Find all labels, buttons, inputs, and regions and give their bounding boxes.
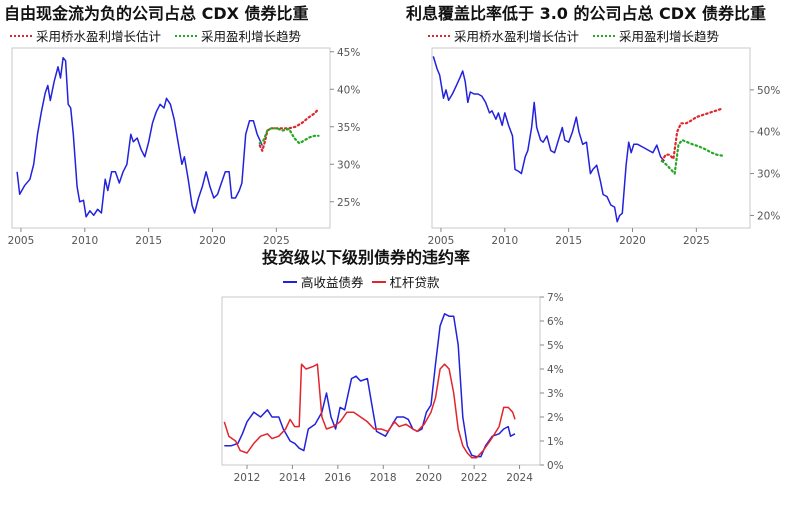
chart1-y-tick-label: 25%: [337, 197, 360, 209]
chart3-legend-item-leveraged-loans: 杠杆贷款: [371, 272, 440, 291]
chart2-x-tick-label: 2025: [683, 235, 710, 247]
chart3-legend-swatch-leveraged-loans: [371, 280, 386, 283]
chart1-title: 自由现金流为负的公司占总 CDX 债券比重: [4, 4, 309, 23]
chart3-x-tick-label: 2024: [506, 472, 533, 484]
chart3-y-tick-label: 7%: [547, 292, 564, 304]
chart2-x-tick-label: 2015: [555, 235, 582, 247]
chart1-x-tick-label: 2015: [135, 235, 162, 247]
chart1-x-tick-label: 2010: [71, 235, 98, 247]
chart1-x-tick-label: 2005: [8, 235, 35, 247]
chart2-y-tick-label: 40%: [757, 127, 780, 139]
chart2-legend-label-bridgewater: 采用桥水盈利增长估计: [454, 29, 580, 44]
chart1-y-tick-label: 45%: [337, 47, 360, 59]
chart1-y-tick-label: 35%: [337, 122, 360, 134]
chart2-y-tick-label: 20%: [757, 210, 780, 222]
chart1-legend-label-bridgewater: 采用桥水盈利增长估计: [36, 29, 162, 44]
chart3-series-1-line: [223, 363, 516, 459]
chart1-legend-swatch-trend: [175, 34, 198, 37]
chart2-series-0-line: [432, 56, 665, 223]
chart1-legend-item-trend: 采用盈利增长趋势: [175, 26, 301, 45]
chart3-x-tick-label: 2020: [415, 472, 442, 484]
chart1-series-0-line: [16, 56, 263, 218]
chart3-title: 投资级以下级别债券的违约率: [262, 248, 471, 267]
chart1-legend-label-trend: 采用盈利增长趋势: [201, 29, 302, 44]
chart2-x-tick-label: 2020: [619, 235, 646, 247]
chart3-x-tick-label: 2012: [234, 472, 261, 484]
chart2-legend: 采用桥水盈利增长估计 采用盈利增长趋势: [428, 26, 719, 45]
chart1-y-tick-label: 30%: [337, 159, 360, 171]
chart1-y-tick-label: 40%: [337, 84, 360, 96]
chart2-x-tick-label: 2010: [491, 235, 518, 247]
chart3-y-tick-label: 5%: [547, 340, 564, 352]
chart1-frame: [11, 47, 331, 229]
chart2-legend-item-bridgewater: 采用桥水盈利增长估计: [428, 26, 579, 45]
chart1-series-2-line: [258, 127, 320, 145]
chart3-x-tick-label: 2018: [370, 472, 397, 484]
chart3-legend-item-high-yield: 高收益债券: [283, 272, 364, 291]
chart2-y-tick-label: 30%: [757, 169, 780, 181]
chart2-legend-swatch-trend: [593, 34, 616, 37]
chart1-x-tick-label: 2025: [263, 235, 290, 247]
chart3-y-tick-label: 6%: [547, 316, 564, 328]
chart3-legend-swatch-high-yield: [283, 280, 297, 283]
chart1-legend-swatch-bridgewater: [10, 34, 32, 37]
chart2-series-2-line: [660, 139, 723, 175]
chart3-y-tick-label: 0%: [547, 460, 564, 472]
chart2-frame: [431, 47, 751, 229]
chart3-legend-label-high-yield: 高收益债券: [301, 275, 364, 290]
chart3-x-tick-label: 2016: [324, 472, 351, 484]
chart1-x-tick-label: 2020: [199, 235, 226, 247]
chart3-legend-label-leveraged-loans: 杠杆贷款: [389, 275, 440, 290]
chart2-title: 利息覆盖比率低于 3.0 的公司占总 CDX 债券比重: [406, 4, 766, 23]
chart3-y-tick-label: 2%: [547, 412, 564, 424]
chart3-y-tick-label: 1%: [547, 436, 564, 448]
chart1-series-1-line: [258, 107, 320, 152]
chart1-legend-item-bridgewater: 采用桥水盈利增长估计: [10, 26, 161, 45]
chart3-legend: 高收益债券 杠杆贷款: [283, 272, 440, 291]
chart2-legend-item-trend: 采用盈利增长趋势: [593, 26, 719, 45]
chart2-y-tick-label: 50%: [757, 85, 780, 97]
chart3-y-tick-label: 3%: [547, 388, 564, 400]
chart1-legend: 采用桥水盈利增长估计 采用盈利增长趋势: [10, 26, 301, 45]
chart3-x-tick-label: 2014: [279, 472, 306, 484]
chart3-y-tick-label: 4%: [547, 364, 564, 376]
chart2-series-1-line: [660, 107, 723, 163]
chart2-legend-swatch-bridgewater: [428, 34, 450, 37]
chart2-legend-label-trend: 采用盈利增长趋势: [619, 29, 720, 44]
chart3-frame: [221, 296, 541, 466]
chart2-x-tick-label: 2005: [428, 235, 455, 247]
chart3-x-tick-label: 2022: [461, 472, 488, 484]
chart3-series-0-line: [224, 313, 516, 458]
